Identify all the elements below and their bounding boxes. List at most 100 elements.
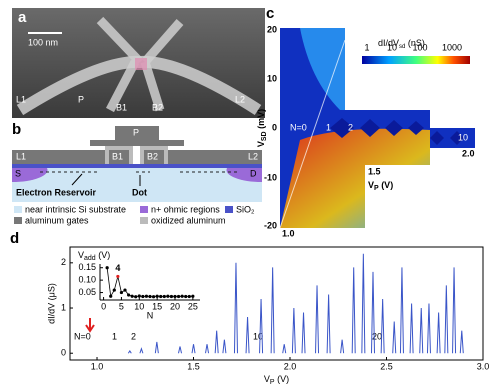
x-tick-label: 2.0: [284, 361, 297, 371]
point: [166, 294, 170, 298]
colorbar-tick: 10: [387, 42, 397, 52]
axis-label: Vadd (V): [78, 250, 110, 261]
peak: [127, 350, 132, 354]
gate-label: L2: [235, 94, 245, 104]
x-tick-label: 1.0: [282, 228, 295, 238]
axis-label: N: [147, 310, 154, 320]
y-tick-label: -20: [264, 220, 277, 230]
gate-label: L1: [16, 151, 26, 161]
label-part: (V): [275, 374, 290, 384]
x-tick-label: 20: [170, 301, 180, 311]
panel-letter: c: [266, 5, 274, 22]
peak: [154, 341, 159, 354]
dot-region: [135, 58, 147, 70]
x-axis-label: VP (V): [368, 180, 393, 191]
x-tick-label: 3.0: [477, 361, 490, 371]
y-tick-label: 10: [267, 73, 277, 83]
x-tick-label: 1.5: [187, 361, 200, 371]
oxide: [12, 164, 262, 168]
gate-label: P: [78, 94, 84, 104]
point: [151, 295, 156, 299]
label-part: V: [78, 250, 84, 260]
annotation: 10: [253, 331, 263, 341]
gate-wire: [96, 16, 184, 113]
gate-p: [90, 126, 184, 146]
point: [105, 266, 109, 270]
x-tick-label: 5: [119, 301, 124, 311]
colorbar-tick: 1000: [442, 42, 462, 52]
stability-map: [280, 128, 430, 228]
charge-label: 2: [348, 122, 353, 132]
peak: [326, 294, 331, 354]
gate-label: B1: [112, 151, 123, 161]
x-tick-label: 25: [188, 301, 198, 311]
point: [176, 294, 181, 299]
point: [112, 288, 116, 292]
peak: [270, 267, 275, 354]
colorbar-tick: 1: [364, 42, 369, 52]
legend-label: SiO₂: [236, 204, 255, 214]
point: [180, 294, 184, 298]
annotation: 1: [112, 331, 117, 341]
peak: [245, 317, 250, 354]
gate-label: B1: [116, 102, 127, 112]
legend-label: n+ ohmic regions: [151, 204, 220, 214]
peak: [361, 253, 366, 354]
peak: [370, 271, 375, 354]
peak: [214, 330, 219, 354]
annotation: Dot: [132, 187, 147, 197]
peak: [399, 267, 404, 354]
x-tick-label: 2.0: [462, 148, 475, 158]
charge-label: 10: [458, 132, 468, 142]
stability-map: [300, 28, 345, 110]
point: [184, 294, 188, 299]
gate-label: L2: [248, 151, 258, 161]
point: [187, 294, 191, 299]
peak: [426, 303, 431, 354]
colorbar-label: dI/dVsd (nS): [378, 38, 425, 49]
point: [148, 294, 152, 299]
x-tick-label: 0: [101, 301, 106, 311]
panel-letter: b: [12, 121, 21, 138]
point: [191, 294, 195, 298]
peak: [351, 267, 356, 354]
peak: [259, 298, 264, 354]
point: [169, 294, 174, 299]
peak: [233, 262, 238, 354]
legend-label: oxidized aluminum: [151, 215, 226, 225]
axis-label: dI/dV (μS): [46, 283, 56, 324]
panel-d: d N=0 1 2 10 20: [10, 230, 484, 361]
annotation: 20: [372, 331, 382, 341]
peak: [436, 312, 441, 354]
peak: [139, 347, 144, 354]
point: [141, 294, 145, 299]
plot-frame: [69, 246, 484, 361]
peak: [205, 344, 210, 354]
label-part: V: [264, 374, 270, 384]
point: [173, 294, 177, 299]
y-tick-label: 0: [61, 348, 66, 358]
peak: [178, 346, 182, 354]
transition-line: [279, 39, 346, 229]
annotation: 2: [131, 331, 136, 341]
peak: [409, 303, 414, 354]
x-tick-label: 15: [152, 301, 162, 311]
diamonds: [330, 118, 464, 145]
substrate: [12, 168, 262, 202]
point: [126, 293, 131, 297]
peak: [291, 308, 296, 354]
gate-l1: [12, 150, 107, 164]
point: [116, 274, 120, 279]
point: [162, 294, 166, 299]
point: [159, 294, 163, 299]
legend-swatch: [140, 217, 148, 224]
annotation: Electron Reservoir: [16, 187, 97, 197]
peak: [380, 298, 385, 354]
point: [119, 290, 124, 295]
y-tick-label: 0: [272, 122, 277, 132]
point: [155, 294, 159, 298]
gate-label: P: [133, 127, 139, 137]
contact-label: D: [250, 168, 257, 178]
x-tick-label: 10: [134, 301, 144, 311]
peak: [282, 344, 287, 354]
